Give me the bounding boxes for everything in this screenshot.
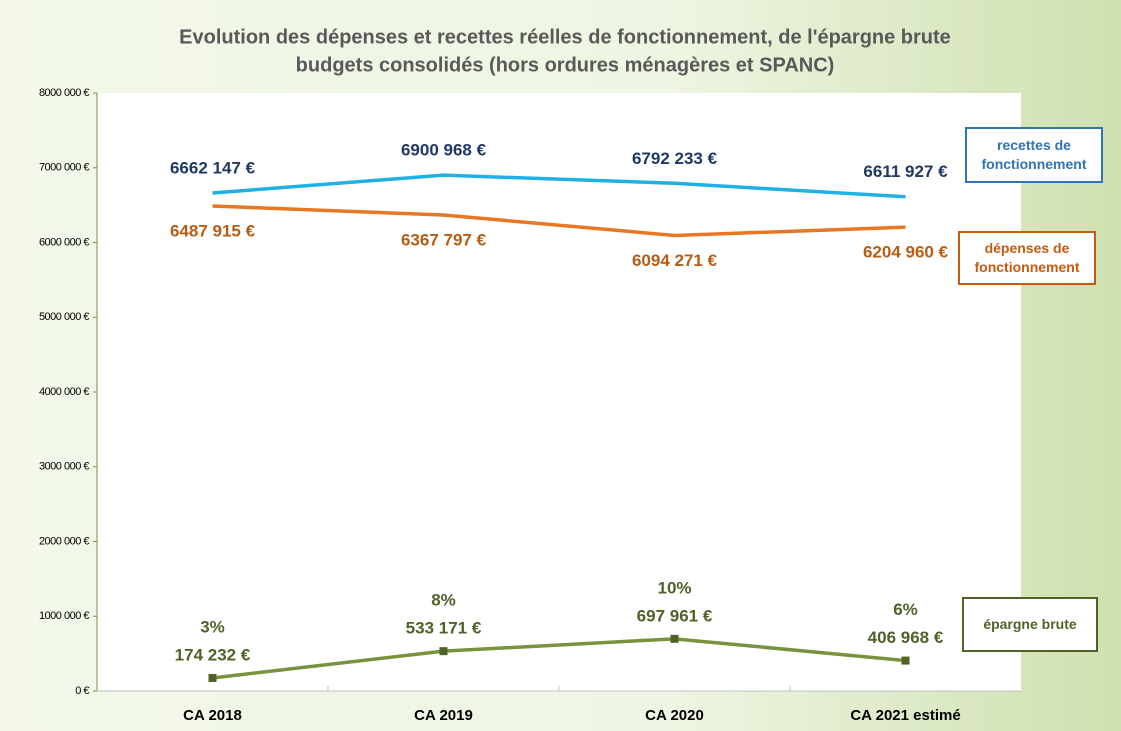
series-line <box>212 173 906 199</box>
x-tick-label: CA 2020 <box>645 707 704 724</box>
y-tick-label: 8000 000 € <box>39 87 89 99</box>
series-line <box>212 637 906 680</box>
x-tick-label: CA 2021 estimé <box>850 707 960 724</box>
chart-title: Evolution des dépenses et recettes réell… <box>179 26 951 48</box>
data-label: 697 961 € <box>637 606 713 625</box>
legend-entry: recettes de fonctionnement <box>965 127 1103 183</box>
y-tick-label: 7000 000 € <box>39 162 89 174</box>
data-label: 6792 233 € <box>632 149 718 168</box>
data-label: 174 232 € <box>175 645 251 664</box>
data-label: 6611 927 € <box>863 162 948 181</box>
plot-area <box>97 93 1021 691</box>
data-label: 6367 797 € <box>401 230 487 249</box>
marker <box>670 634 679 643</box>
data-label: 6487 915 € <box>170 222 256 241</box>
chart-subtitle: budgets consolidés (hors ordures ménagèr… <box>296 54 835 76</box>
marker <box>901 656 910 665</box>
y-tick-label: 2000 000 € <box>39 535 89 547</box>
data-label: 6662 147 € <box>170 158 256 177</box>
legend-entry: épargne brute <box>962 597 1098 652</box>
data-label: 6204 960 € <box>863 243 949 262</box>
y-tick-label: 1000 000 € <box>39 610 89 622</box>
y-tick-label: 4000 000 € <box>39 386 89 398</box>
data-label: 406 968 € <box>868 628 944 647</box>
y-tick-label: 3000 000 € <box>39 461 89 473</box>
legend-entry: dépenses de fonctionnement <box>958 231 1096 285</box>
marker <box>439 647 448 656</box>
ratio-label: 8% <box>431 591 456 610</box>
data-label: 6094 271 € <box>632 251 718 270</box>
ratio-label: 10% <box>657 578 691 597</box>
marker <box>208 673 217 682</box>
ratio-label: 3% <box>200 617 225 636</box>
data-label: 533 171 € <box>406 619 482 638</box>
series-line <box>212 204 906 238</box>
data-label: 6900 968 € <box>401 141 487 160</box>
y-tick-label: 6000 000 € <box>39 236 89 248</box>
y-tick-label: 5000 000 € <box>39 311 89 323</box>
ratio-label: 6% <box>893 600 918 619</box>
x-tick-label: CA 2019 <box>414 707 473 724</box>
x-tick-label: CA 2018 <box>183 707 242 724</box>
y-tick-label: 0 € <box>75 685 89 697</box>
